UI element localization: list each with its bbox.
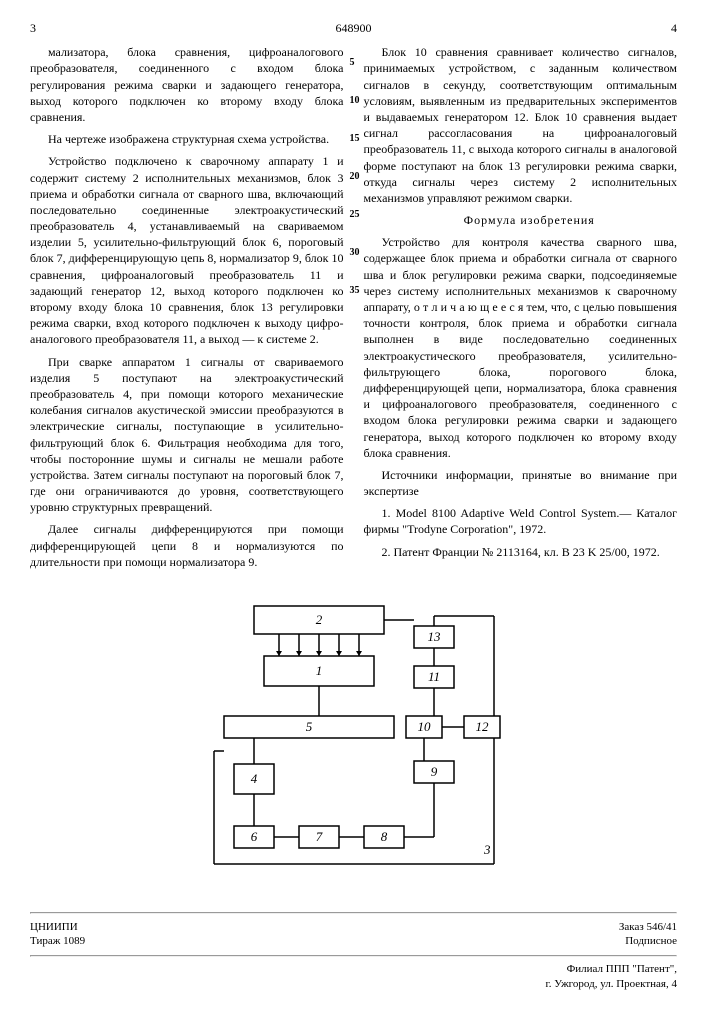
svg-text:9: 9 [430, 764, 437, 779]
para: На чертеже изображена структурная схема … [30, 131, 344, 147]
line-numbers: 5101520253035 [350, 44, 360, 310]
para: Далее сигналы дифференцируются при помощ… [30, 521, 344, 570]
source-item: 2. Патент Франции № 2113164, кл. B 23 K … [364, 544, 678, 560]
para: Блок 10 сравнения сравнивает количество … [364, 44, 678, 206]
svg-text:3: 3 [483, 842, 491, 857]
para: мализатора, блока сравнения, цифроаналог… [30, 44, 344, 125]
page-right: 4 [671, 20, 677, 36]
svg-text:12: 12 [475, 719, 489, 734]
svg-text:13: 13 [427, 629, 441, 644]
svg-text:7: 7 [315, 829, 322, 844]
para: При сварке аппаратом 1 сигналы от сварив… [30, 354, 344, 516]
footer-org: ЦНИИПИ [30, 920, 78, 935]
formula-title: Формула изобретения [364, 212, 678, 228]
sources-title: Источники информации, принятые во вниман… [364, 467, 678, 499]
svg-text:10: 10 [417, 719, 431, 734]
left-column: мализатора, блока сравнения, цифроаналог… [30, 44, 344, 576]
svg-text:4: 4 [250, 771, 257, 786]
footer-filial: Филиал ППП "Патент", [30, 962, 677, 977]
doc-number: 648900 [336, 20, 372, 36]
svg-text:2: 2 [315, 612, 322, 627]
svg-text:1: 1 [315, 663, 322, 678]
footer-address: г. Ужгород, ул. Проектная, 4 [30, 977, 677, 992]
svg-text:6: 6 [250, 829, 257, 844]
para: Устройство для контроля качества сварног… [364, 234, 678, 461]
right-column: 5101520253035 Блок 10 сравнения сравнива… [364, 44, 678, 576]
footer-order: Заказ 546/41 [619, 920, 677, 935]
footer-sub: Подписное [625, 934, 677, 949]
source-item: 1. Model 8100 Adaptive Weld Control Syst… [364, 505, 678, 537]
block-diagram: 2 1 13 11 5 10 12 4 9 6 7 8 3 [184, 596, 524, 896]
page-left: 3 [30, 20, 36, 36]
svg-text:5: 5 [305, 719, 312, 734]
svg-text:11: 11 [427, 669, 439, 684]
para: Устройство подключено к сварочному аппар… [30, 153, 344, 347]
svg-text:8: 8 [380, 829, 387, 844]
footer-tirazh: Тираж 1089 [30, 934, 85, 949]
footer: ЦНИИПИ Заказ 546/41 Тираж 1089 Подписное… [30, 912, 677, 992]
